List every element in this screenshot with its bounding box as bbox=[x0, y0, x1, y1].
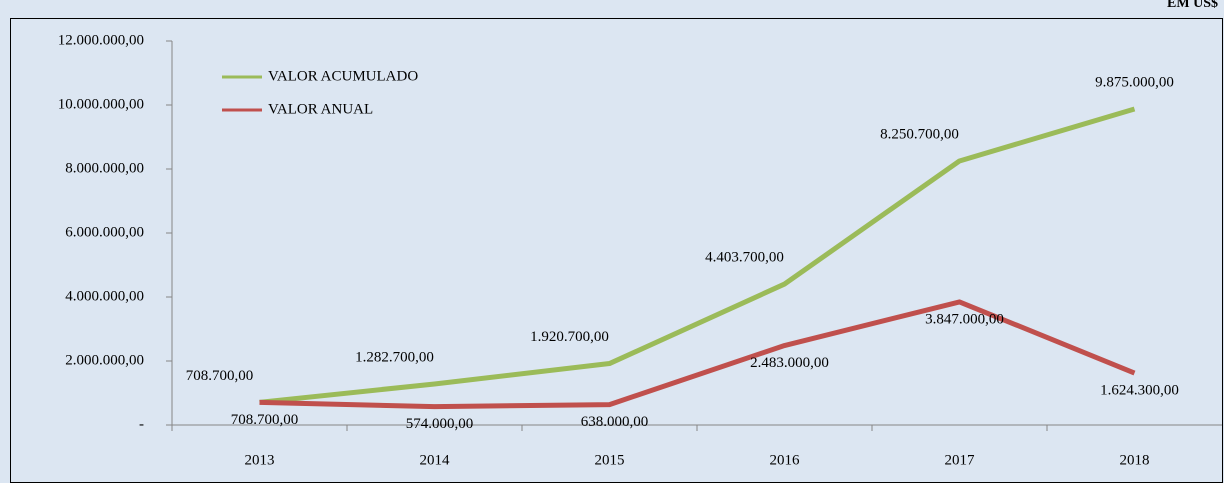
legend-label: VALOR ANUAL bbox=[268, 101, 373, 117]
data-label: 4.403.700,00 bbox=[705, 250, 784, 266]
data-label: 574.000,00 bbox=[406, 416, 474, 432]
legend-label: VALOR ACUMULADO bbox=[268, 68, 418, 84]
data-label: 3.847.000,00 bbox=[925, 311, 1004, 327]
y-tick-label: 10.000.000,00 bbox=[58, 96, 144, 112]
y-tick-label: 4.000.000,00 bbox=[65, 288, 144, 304]
x-tick-label: 2015 bbox=[595, 452, 625, 468]
x-tick-label: 2018 bbox=[1120, 452, 1150, 468]
x-tick-label: 2017 bbox=[945, 452, 976, 468]
data-label: 1.282.700,00 bbox=[355, 349, 434, 365]
series-line bbox=[259, 299, 1136, 410]
data-label: 708.700,00 bbox=[186, 368, 254, 384]
series-line bbox=[259, 106, 1136, 405]
data-label: 8.250.700,00 bbox=[880, 126, 959, 142]
data-label: 708.700,00 bbox=[231, 412, 299, 428]
x-tick-label: 2014 bbox=[420, 452, 451, 468]
data-label: 2.483.000,00 bbox=[750, 355, 829, 371]
unit-label: EM US$ bbox=[1167, 0, 1218, 11]
y-tick-label: 12.000.000,00 bbox=[58, 32, 144, 48]
y-tick-label: 8.000.000,00 bbox=[65, 160, 144, 176]
data-label: 9.875.000,00 bbox=[1095, 74, 1174, 90]
data-label: 638.000,00 bbox=[581, 414, 649, 430]
data-label: 1.624.300,00 bbox=[1100, 382, 1179, 398]
y-tick-label: - bbox=[139, 416, 144, 432]
y-tick-label: 6.000.000,00 bbox=[65, 224, 144, 240]
x-tick-label: 2016 bbox=[770, 452, 801, 468]
data-label: 1.920.700,00 bbox=[530, 329, 609, 345]
x-tick-label: 2013 bbox=[245, 452, 275, 468]
y-tick-label: 2.000.000,00 bbox=[65, 352, 144, 368]
